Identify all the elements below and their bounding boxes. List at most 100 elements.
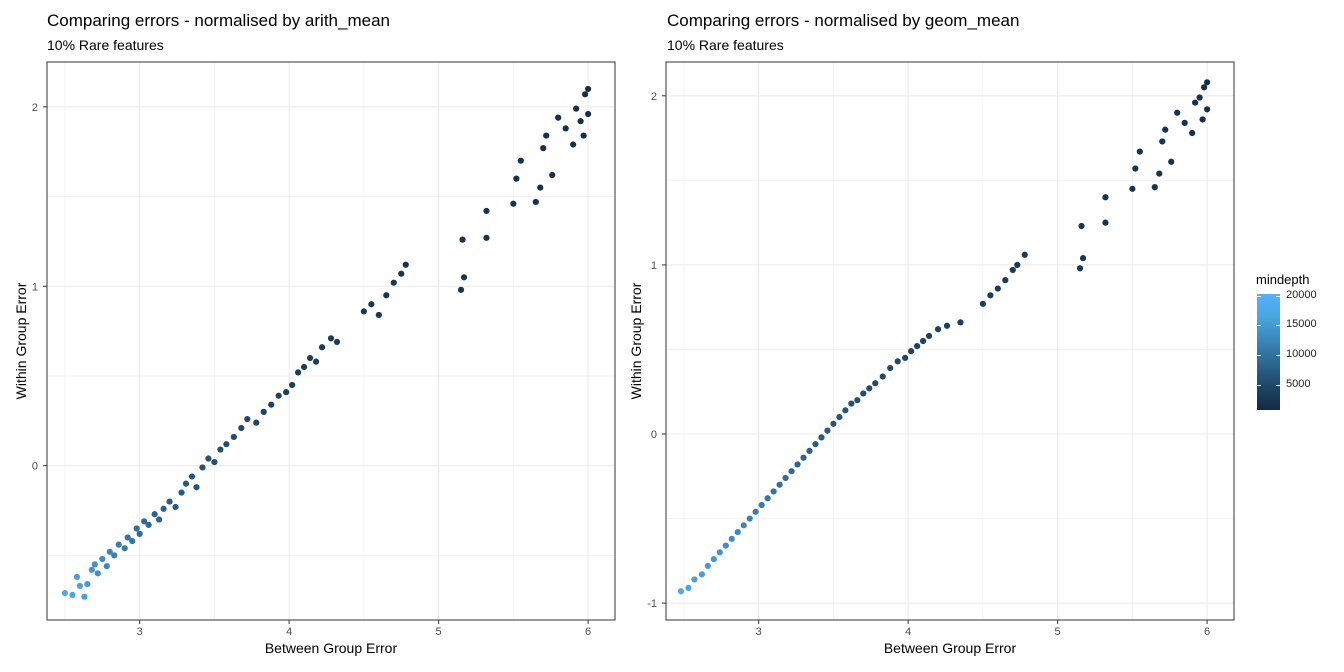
data-point: [312, 358, 320, 365]
data-point: [908, 348, 915, 355]
data-point: [238, 424, 245, 432]
data-point: [383, 292, 390, 299]
right-chart-subtitle: 10% Rare features: [667, 37, 784, 53]
data-point: [1162, 126, 1169, 133]
y-tick-label: 0: [651, 429, 657, 441]
data-point: [555, 114, 562, 121]
data-point: [1078, 222, 1085, 230]
data-point: [740, 522, 747, 529]
color-legend: mindepth 20000 15000 10000 5000: [1256, 272, 1340, 412]
data-point: [306, 354, 314, 362]
data-point: [752, 508, 759, 515]
data-point: [333, 338, 341, 345]
data-point: [919, 337, 927, 345]
legend-title: mindepth: [1256, 272, 1310, 287]
data-point: [199, 464, 206, 471]
data-point: [1168, 158, 1175, 165]
x-tick-label: 5: [1055, 626, 1061, 638]
data-point: [244, 415, 251, 423]
data-point: [914, 342, 921, 350]
data-point: [788, 468, 795, 475]
x-tick-label: 4: [905, 626, 911, 638]
legend-color-bar: [1257, 294, 1280, 410]
data-point: [300, 363, 308, 371]
data-point: [987, 292, 994, 299]
data-point: [758, 501, 765, 509]
data-point: [770, 488, 777, 495]
y-tick-label: 0: [32, 461, 38, 473]
data-point: [704, 562, 711, 569]
data-point: [716, 549, 723, 556]
y-tick-label: 1: [651, 260, 657, 272]
data-point: [61, 589, 69, 597]
data-point: [121, 545, 128, 552]
data-point: [223, 441, 230, 448]
left-panel: Comparing errors - normalised by arith_m…: [0, 0, 640, 672]
data-point: [111, 552, 118, 559]
data-point: [513, 175, 520, 182]
data-point: [360, 308, 367, 315]
data-point: [1136, 148, 1143, 155]
x-tick-label: 5: [436, 626, 442, 638]
data-point: [848, 400, 855, 407]
data-point: [584, 85, 592, 93]
data-point: [580, 132, 587, 139]
data-point: [99, 555, 106, 563]
data-point: [318, 344, 326, 351]
data-point: [1156, 170, 1163, 177]
x-tick-label: 6: [1204, 626, 1210, 638]
data-point: [728, 535, 735, 542]
data-point: [1079, 255, 1087, 262]
data-point: [217, 446, 224, 453]
legend-tickmark: [1257, 355, 1261, 356]
data-point: [957, 319, 964, 326]
plot-frame: [665, 61, 1235, 621]
data-point: [543, 132, 550, 139]
data-point: [806, 447, 813, 455]
x-tick-label: 3: [756, 626, 762, 638]
left-chart-title: Comparing errors - normalised by arith_m…: [47, 11, 390, 30]
data-point: [103, 563, 110, 570]
data-point: [902, 354, 909, 362]
data-point: [510, 200, 517, 207]
legend-tickmark: [1276, 325, 1280, 326]
data-point: [156, 516, 163, 523]
data-point: [193, 484, 200, 491]
data-point: [854, 397, 861, 404]
data-point: [943, 322, 951, 329]
data-point: [81, 593, 88, 600]
data-point: [295, 369, 302, 376]
data-point: [283, 389, 290, 396]
data-point: [94, 570, 101, 577]
data-point: [268, 401, 275, 408]
legend-tickmark: [1257, 325, 1261, 326]
data-point: [800, 454, 807, 461]
data-point: [1102, 194, 1109, 201]
data-point: [746, 515, 753, 522]
legend-tickmark: [1257, 385, 1261, 386]
legend-tick-label: 15000: [1286, 318, 1317, 330]
data-point: [866, 385, 873, 392]
data-point: [73, 573, 80, 581]
data-point: [677, 588, 685, 595]
data-point: [1181, 119, 1188, 126]
data-point: [842, 407, 849, 414]
data-point: [172, 503, 179, 511]
data-point: [402, 261, 409, 268]
data-point: [145, 521, 152, 529]
data-point: [691, 576, 698, 583]
data-point: [275, 392, 282, 399]
data-point: [764, 495, 771, 502]
data-point: [483, 207, 490, 215]
data-point: [1021, 251, 1028, 258]
data-point: [1189, 129, 1196, 137]
data-point: [722, 542, 729, 549]
data-point: [160, 505, 167, 512]
data-point: [151, 511, 158, 518]
x-tick-label: 6: [585, 626, 591, 638]
data-point: [1014, 261, 1021, 269]
y-tick-label: 1: [32, 281, 38, 293]
data-point: [584, 110, 592, 118]
data-point: [710, 556, 717, 563]
